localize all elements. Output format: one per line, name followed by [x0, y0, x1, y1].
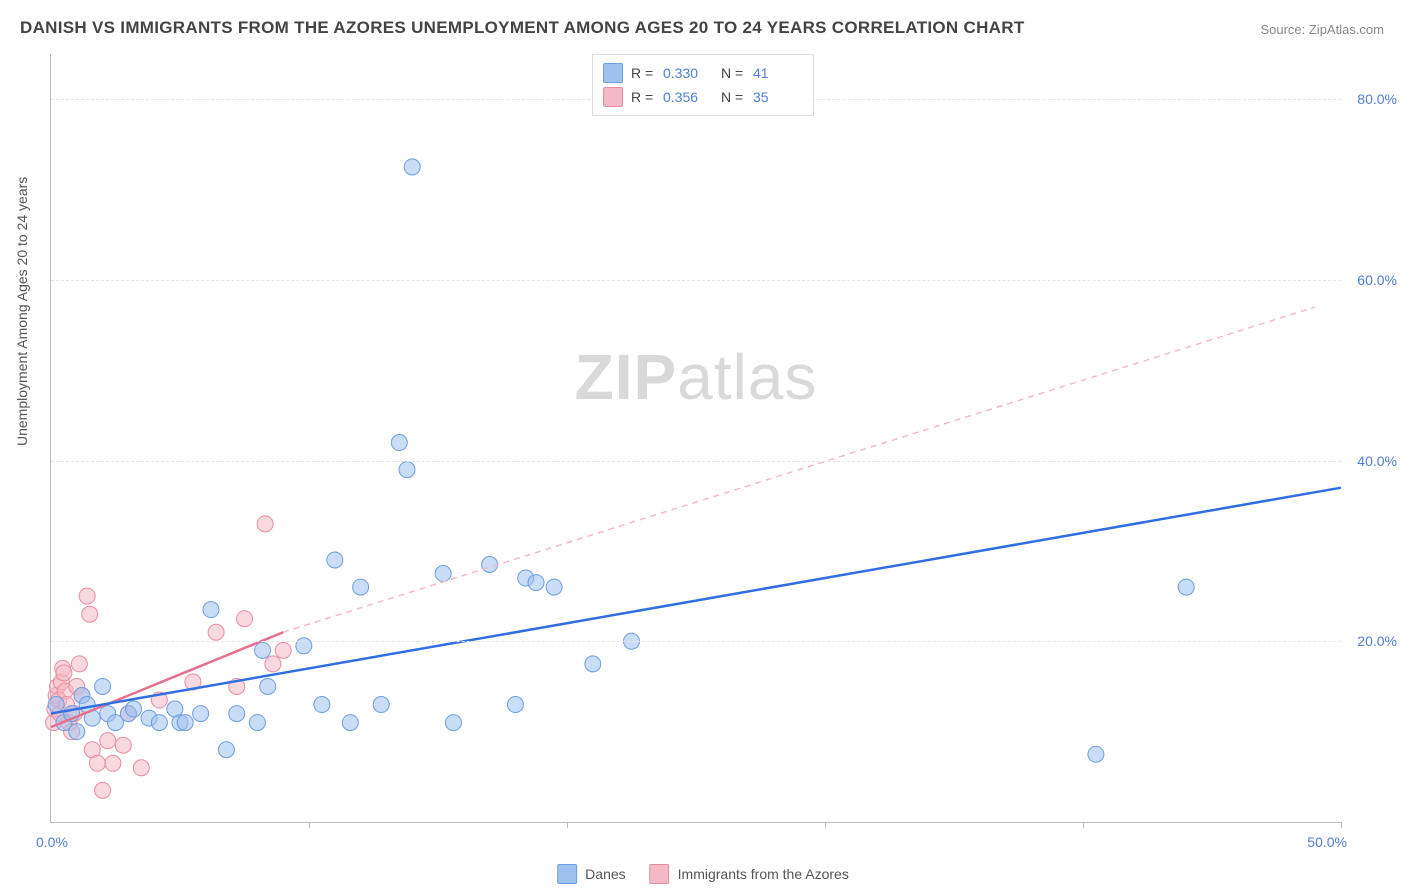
data-point: [342, 715, 358, 731]
x-tick: [1341, 822, 1342, 828]
r-label: R =: [631, 65, 655, 81]
data-point: [314, 697, 330, 713]
data-point: [275, 642, 291, 658]
y-tick-label: 20.0%: [1357, 633, 1397, 649]
x-tick: [825, 822, 826, 828]
legend-row-danes: R = 0.330 N = 41: [603, 61, 803, 85]
data-point: [507, 697, 523, 713]
data-point: [203, 602, 219, 618]
x-axis-min-label: 0.0%: [36, 834, 68, 850]
data-point: [100, 733, 116, 749]
data-point: [71, 656, 87, 672]
source-attribution: Source: ZipAtlas.com: [1260, 22, 1384, 37]
data-point: [48, 697, 64, 713]
x-tick: [1083, 822, 1084, 828]
y-tick-label: 40.0%: [1357, 453, 1397, 469]
legend-item-azores: Immigrants from the Azores: [650, 864, 849, 884]
data-point: [218, 742, 234, 758]
trend-line: [51, 488, 1341, 714]
data-point: [296, 638, 312, 654]
data-point: [255, 642, 271, 658]
data-point: [265, 656, 281, 672]
data-point: [193, 706, 209, 722]
source-link[interactable]: ZipAtlas.com: [1309, 22, 1384, 37]
legend-label-danes: Danes: [585, 866, 625, 882]
data-point: [208, 624, 224, 640]
data-point: [435, 566, 451, 582]
gridline: [51, 641, 1341, 642]
x-tick: [309, 822, 310, 828]
data-point: [482, 556, 498, 572]
data-point: [177, 715, 193, 731]
data-point: [151, 715, 167, 731]
data-point: [1178, 579, 1194, 595]
plot-svg: [51, 54, 1341, 822]
data-point: [133, 760, 149, 776]
data-point: [126, 701, 142, 717]
data-point: [95, 782, 111, 798]
r-label: R =: [631, 89, 655, 105]
data-point: [237, 611, 253, 627]
data-point: [399, 462, 415, 478]
data-point: [257, 516, 273, 532]
swatch-danes-icon: [557, 864, 577, 884]
source-prefix: Source:: [1260, 22, 1308, 37]
data-point: [528, 575, 544, 591]
data-point: [95, 678, 111, 694]
data-point: [585, 656, 601, 672]
r-value-azores: 0.356: [663, 89, 713, 105]
data-point: [249, 715, 265, 731]
data-point: [115, 737, 131, 753]
legend-label-azores: Immigrants from the Azores: [678, 866, 849, 882]
legend-row-azores: R = 0.356 N = 35: [603, 85, 803, 109]
data-point: [445, 715, 461, 731]
data-point: [229, 706, 245, 722]
legend-item-danes: Danes: [557, 864, 625, 884]
data-point: [373, 697, 389, 713]
data-point: [105, 755, 121, 771]
series-legend: Danes Immigrants from the Azores: [557, 864, 849, 884]
y-tick-label: 80.0%: [1357, 91, 1397, 107]
data-point: [56, 665, 72, 681]
data-point: [353, 579, 369, 595]
swatch-danes: [603, 63, 623, 83]
data-point: [404, 159, 420, 175]
y-tick-label: 60.0%: [1357, 272, 1397, 288]
data-point: [546, 579, 562, 595]
swatch-azores-icon: [650, 864, 670, 884]
data-point: [69, 724, 85, 740]
gridline: [51, 461, 1341, 462]
correlation-legend: R = 0.330 N = 41 R = 0.356 N = 35: [592, 54, 814, 116]
data-point: [391, 435, 407, 451]
x-axis-max-label: 50.0%: [1307, 834, 1347, 850]
n-value-azores: 35: [753, 89, 803, 105]
swatch-azores: [603, 87, 623, 107]
plot-area: ZIPatlas 0.0% 50.0% 20.0%40.0%60.0%80.0%: [50, 54, 1341, 823]
r-value-danes: 0.330: [663, 65, 713, 81]
chart-title: DANISH VS IMMIGRANTS FROM THE AZORES UNE…: [20, 18, 1025, 38]
data-point: [82, 606, 98, 622]
x-tick: [567, 822, 568, 828]
data-point: [260, 678, 276, 694]
data-point: [89, 755, 105, 771]
n-label: N =: [721, 65, 745, 81]
n-value-danes: 41: [753, 65, 803, 81]
data-point: [1088, 746, 1104, 762]
data-point: [79, 588, 95, 604]
data-point: [327, 552, 343, 568]
gridline: [51, 280, 1341, 281]
n-label: N =: [721, 89, 745, 105]
y-axis-title: Unemployment Among Ages 20 to 24 years: [14, 177, 30, 446]
